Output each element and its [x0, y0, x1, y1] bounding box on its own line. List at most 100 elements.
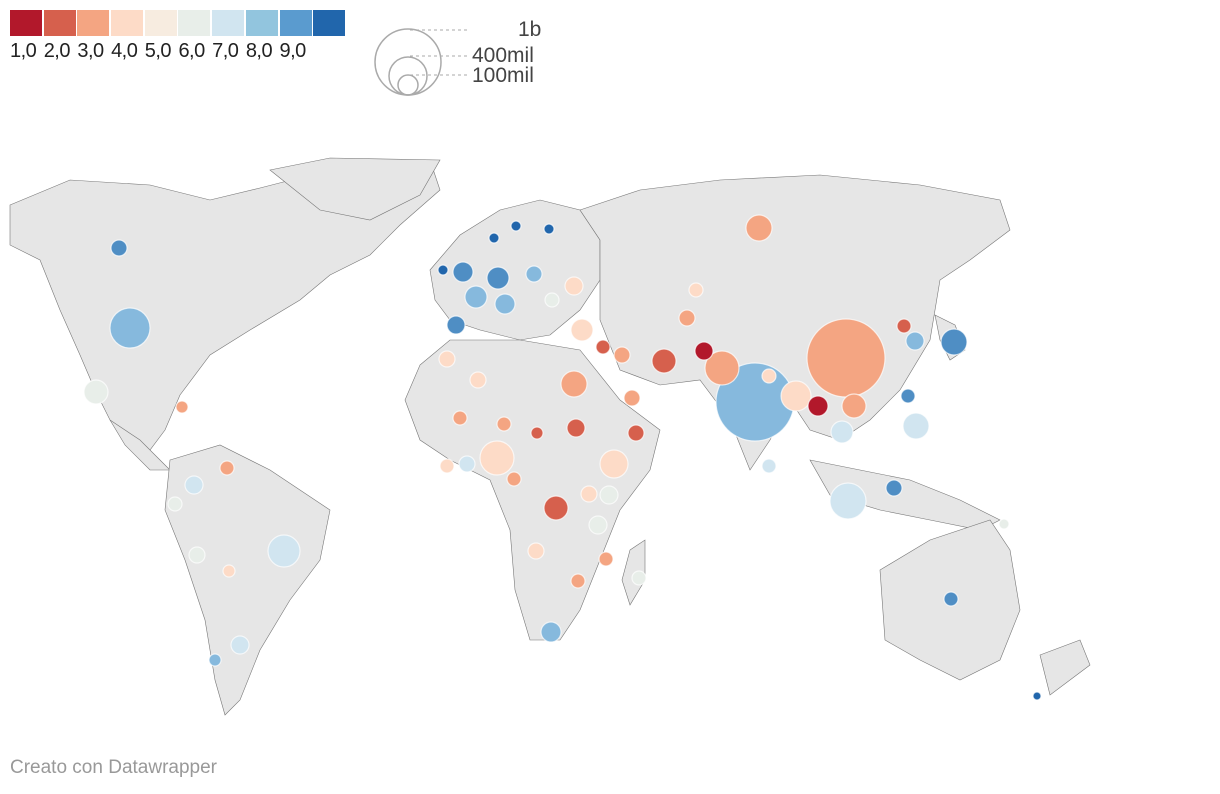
south-america-land	[164, 444, 331, 716]
bubble-small	[439, 458, 455, 474]
legend-swatch	[10, 10, 42, 36]
bubble-small	[885, 479, 903, 497]
country-bubbles	[83, 214, 1042, 701]
bubble-small	[588, 515, 608, 535]
bubble-small	[896, 318, 912, 334]
size-label-1b: 1b	[518, 18, 542, 41]
bubble-afghanistan	[694, 341, 714, 361]
bubble-small	[566, 418, 586, 438]
bubble-china	[806, 318, 886, 398]
legend-tick: 6,0	[178, 40, 205, 62]
bubble-small	[208, 653, 222, 667]
bubble-japan	[940, 328, 968, 356]
bubble-small	[175, 400, 189, 414]
world-map	[9, 157, 1091, 716]
size-legend: 1b 400mil 100mil	[370, 18, 560, 98]
bubble-small	[598, 551, 614, 567]
bubble-myanmar	[807, 395, 829, 417]
bubble-small	[438, 350, 456, 368]
bubble-italy	[494, 293, 516, 315]
bubble-brazil	[267, 534, 301, 568]
size-legend-circle-small	[397, 74, 419, 96]
bubble-small	[525, 265, 543, 283]
bubble-small	[905, 331, 925, 351]
bubble-small	[452, 410, 468, 426]
legend-tick: 4,0	[111, 40, 138, 62]
bubble-small	[900, 388, 916, 404]
bubble-small	[496, 416, 512, 432]
bubble-small	[219, 460, 235, 476]
bubble-small	[580, 485, 598, 503]
bubble-canada	[110, 239, 128, 257]
bubble-australia	[943, 591, 959, 607]
africa-land	[404, 339, 661, 641]
bubble-small	[527, 542, 545, 560]
legend-tick: 2,0	[43, 40, 71, 62]
size-label-400mil: 400mil	[472, 44, 534, 67]
bubble-small	[678, 309, 696, 327]
bubble-small	[437, 264, 449, 276]
bubble-pakistan	[704, 350, 740, 386]
bubble-small	[627, 424, 645, 442]
bubble-philippines	[902, 412, 930, 440]
legend-tick: 5,0	[144, 40, 172, 62]
legend-tick: 9,0	[279, 40, 307, 62]
bubble-small	[510, 220, 522, 232]
bubble-spain	[446, 315, 466, 335]
bubble-dr-congo	[543, 495, 569, 521]
bubble-ethiopia	[599, 449, 629, 479]
bubble-vietnam	[841, 393, 867, 419]
bubble-indonesia	[829, 482, 867, 520]
legend-swatch	[313, 10, 346, 36]
bubble-small	[761, 368, 777, 384]
bubble-argentina	[230, 635, 250, 655]
bubble-small	[761, 458, 777, 474]
bubble-thailand	[830, 420, 854, 444]
bubble-south-africa	[540, 621, 562, 643]
bubble-small	[222, 564, 236, 578]
bubble-egypt	[560, 370, 588, 398]
bubble-nigeria	[479, 440, 515, 476]
legend-swatch	[111, 10, 144, 36]
bubble-small	[458, 455, 476, 473]
legend-tick: 8,0	[245, 40, 273, 62]
bubble-small	[623, 389, 641, 407]
legend-swatch	[77, 10, 110, 36]
legend-tick: 1,0	[10, 40, 37, 62]
bubble-mexico	[83, 379, 109, 405]
bubble-small	[506, 471, 522, 487]
color-legend: 1,0 2,0 3,0 4,0 5,0 6,0 7,0 8,0 9,0	[10, 10, 350, 70]
bubble-new-zealand	[1032, 691, 1042, 701]
legend-swatch	[43, 10, 76, 36]
credit-text: Creato con Datawrapper	[10, 757, 217, 778]
north-america-land	[9, 159, 441, 451]
bubble-russia	[745, 214, 773, 242]
size-legend-circle-large	[374, 28, 442, 96]
bubble-colombia	[184, 475, 204, 495]
bubble-germany	[486, 266, 510, 290]
bubble-small	[998, 518, 1010, 530]
legend-swatch	[212, 10, 245, 36]
bubble-small	[595, 339, 611, 355]
color-legend-swatches	[10, 10, 350, 36]
bubble-small	[530, 426, 544, 440]
bubble-small	[469, 371, 487, 389]
bubble-united-kingdom	[452, 261, 474, 283]
bubble-iran	[651, 348, 677, 374]
size-legend-circles	[374, 28, 468, 96]
bubble-small	[543, 223, 555, 235]
size-legend-circle-medium	[388, 56, 428, 96]
bubble-small	[613, 346, 631, 364]
legend-swatch	[144, 10, 177, 36]
bubble-france	[464, 285, 488, 309]
bubble-bangladesh	[780, 380, 812, 412]
bubble-small	[570, 573, 586, 589]
size-label-100mil: 100mil	[472, 64, 534, 87]
bubble-turkey	[570, 318, 594, 342]
greenland-land	[269, 157, 441, 221]
legend-tick: 3,0	[77, 40, 104, 62]
madagascar-land	[621, 539, 646, 606]
bubble-small	[631, 570, 647, 586]
bubble-small	[488, 232, 500, 244]
legend-swatch	[178, 10, 211, 36]
